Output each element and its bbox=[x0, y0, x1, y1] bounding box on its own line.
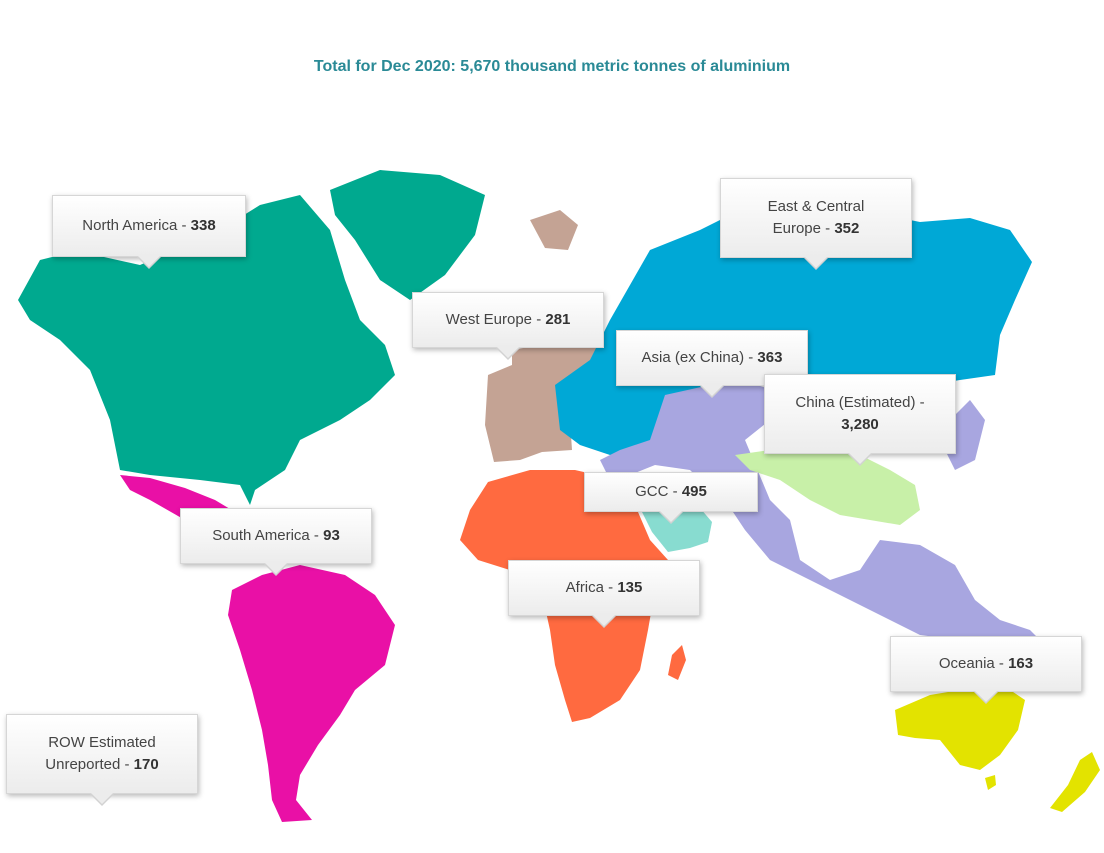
callout-south-america[interactable]: South America - 93 bbox=[180, 508, 372, 576]
callout-row-unreported[interactable]: ROW Estimated Unreported - 170 bbox=[6, 714, 198, 806]
region-asia-ex-china[interactable] bbox=[600, 383, 1040, 650]
region-east-central-europe[interactable] bbox=[555, 198, 1032, 455]
region-china[interactable] bbox=[735, 440, 920, 525]
region-new-zealand[interactable] bbox=[1050, 752, 1100, 812]
callout-africa[interactable]: Africa - 135 bbox=[508, 560, 700, 628]
callout-gcc[interactable]: GCC - 495 bbox=[584, 472, 758, 524]
callout-oceania[interactable]: Oceania - 163 bbox=[890, 636, 1082, 704]
callout-north-america[interactable]: North America - 338 bbox=[52, 195, 246, 269]
region-tasmania[interactable] bbox=[985, 775, 996, 790]
region-madagascar[interactable] bbox=[668, 645, 686, 680]
map-title: Total for Dec 2020: 5,670 thousand metri… bbox=[313, 58, 791, 75]
region-gcc[interactable] bbox=[640, 502, 712, 552]
callout-china[interactable]: China (Estimated) -3,280 bbox=[764, 374, 956, 466]
callout-east-central-europe[interactable]: East & Central Europe - 352 bbox=[720, 178, 912, 270]
region-west-europe-main[interactable] bbox=[485, 330, 600, 462]
region-south-america[interactable] bbox=[228, 565, 395, 822]
region-west-europe[interactable] bbox=[530, 210, 578, 250]
region-north-america[interactable] bbox=[18, 195, 395, 505]
callout-west-europe[interactable]: West Europe - 281 bbox=[412, 292, 604, 360]
region-greenland[interactable] bbox=[330, 170, 485, 300]
region-oceania[interactable] bbox=[895, 682, 1025, 770]
callout-asia-ex-china[interactable]: Asia (ex China) - 363 bbox=[616, 330, 808, 398]
